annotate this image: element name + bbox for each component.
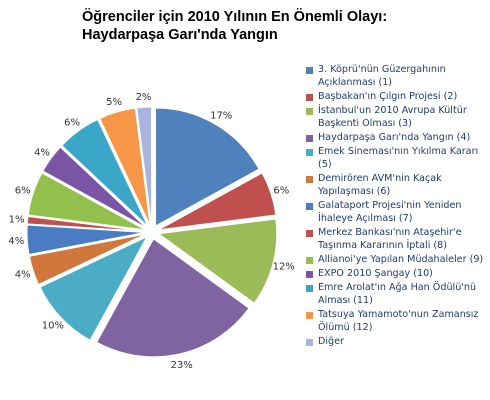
data-label-12: 5% <box>106 97 122 108</box>
legend-label: 3. Köprü'nün Güzergahının Açıklanması (1… <box>318 64 446 88</box>
legend-item-3: İstanbul'un 2010 Avrupa Kültür Başkenti … <box>306 104 486 130</box>
legend-label: Emre Arolat'ın Ağa Han Ödülü'nü Alması (… <box>318 282 477 306</box>
legend-label: Tatsuya Yamamoto'nun Zamansız Ölümü (12) <box>318 309 479 333</box>
legend-label: Emek Sineması'nın Yıkılma Kararı (5) <box>318 146 479 170</box>
data-label-5: 10% <box>42 321 64 332</box>
legend-item-7: Galataport Projesi'nin Yeniden İhaleye A… <box>306 199 486 225</box>
legend-item-2: Başbakan'ın Çılgın Projesi (2) <box>306 90 486 103</box>
legend-swatch <box>306 271 313 278</box>
legend-swatch <box>306 230 313 237</box>
data-label-2: 6% <box>273 186 289 197</box>
data-label-6: 4% <box>15 270 31 281</box>
legend-label: Haydarpaşa Garı'nda Yangın (4) <box>318 132 471 143</box>
legend-item-12: Tatsuya Yamamoto'nun Zamansız Ölümü (12) <box>306 308 486 334</box>
legend-swatch <box>306 176 313 183</box>
legend-swatch <box>306 135 313 142</box>
legend-swatch <box>306 108 313 115</box>
legend-label: Demirören AVM'nin Kaçak Yapılaşması (6) <box>318 173 442 197</box>
pie-slice-4 <box>96 238 250 358</box>
chart-title-line-2: Haydarpaşa Garı'nda Yangın <box>82 27 278 43</box>
legend-swatch <box>306 203 313 210</box>
data-label-8: 1% <box>9 215 25 226</box>
legend-swatch <box>306 67 313 74</box>
pie-slice-1 <box>155 107 260 227</box>
pie-slice-6 <box>28 233 146 286</box>
data-label-9: 6% <box>15 186 31 197</box>
legend-item-13: Diğer <box>306 335 486 348</box>
pie-slice-2 <box>158 172 277 231</box>
data-label-7: 4% <box>8 236 24 247</box>
legend-item-9: Allianoi'ye Yapılan Müdahaleler (9) <box>306 253 486 266</box>
legend: 3. Köprü'nün Güzergahının Açıklanması (1… <box>306 63 486 349</box>
pie-slice-7 <box>26 224 146 256</box>
pie-slice-11 <box>61 118 149 227</box>
legend-item-10: EXPO 2010 Şangay (10) <box>306 267 486 280</box>
legend-item-8: Merkez Bankası'nın Ataşehir'e Taşınma Ka… <box>306 226 486 252</box>
data-label-4: 23% <box>171 360 193 371</box>
pie-slice-3 <box>157 218 278 304</box>
legend-label: Merkez Bankası'nın Ataşehir'e Taşınma Ka… <box>318 227 462 251</box>
data-label-10: 4% <box>34 148 50 159</box>
legend-swatch <box>306 339 313 346</box>
pie-slice-5 <box>39 235 149 341</box>
pie-slice-10 <box>42 146 147 229</box>
pie-slice-12 <box>99 107 151 226</box>
legend-label: Başbakan'ın Çılgın Projesi (2) <box>318 91 458 102</box>
data-label-1: 17% <box>210 110 232 121</box>
pie-chart: 17% 6% 12% 23% 10% 4% 4% 1% 6% 4% 6% 5% 2% <box>8 92 295 371</box>
pie-slice-13 <box>136 106 153 226</box>
data-label-13: 2% <box>136 92 152 103</box>
legend-swatch <box>306 94 313 101</box>
chart-title: Öğrenciler için 2010 Yılının En Önemli O… <box>82 8 422 44</box>
legend-swatch <box>306 285 313 292</box>
data-label-11: 6% <box>64 118 80 129</box>
legend-item-6: Demirören AVM'nin Kaçak Yapılaşması (6) <box>306 172 486 198</box>
legend-label: Diğer <box>318 336 344 347</box>
pie-slice-8 <box>26 215 146 232</box>
legend-item-4: Haydarpaşa Garı'nda Yangın (4) <box>306 131 486 144</box>
legend-item-5: Emek Sineması'nın Yıkılma Kararı (5) <box>306 145 486 171</box>
legend-label: EXPO 2010 Şangay (10) <box>318 268 433 279</box>
chart-title-line-1: Öğrenciler için 2010 Yılının En Önemli O… <box>82 9 388 25</box>
legend-item-1: 3. Köprü'nün Güzergahının Açıklanması (1… <box>306 63 486 89</box>
legend-swatch <box>306 257 313 264</box>
data-label-3: 12% <box>273 261 295 272</box>
legend-item-11: Emre Arolat'ın Ağa Han Ödülü'nü Alması (… <box>306 281 486 307</box>
legend-swatch <box>306 149 313 156</box>
legend-label: İstanbul'un 2010 Avrupa Kültür Başkenti … <box>318 105 467 129</box>
legend-swatch <box>306 312 313 319</box>
legend-label: Allianoi'ye Yapılan Müdahaleler (9) <box>318 254 484 265</box>
legend-label: Galataport Projesi'nin Yeniden İhaleye A… <box>318 200 462 224</box>
pie-slice-9 <box>27 172 146 231</box>
